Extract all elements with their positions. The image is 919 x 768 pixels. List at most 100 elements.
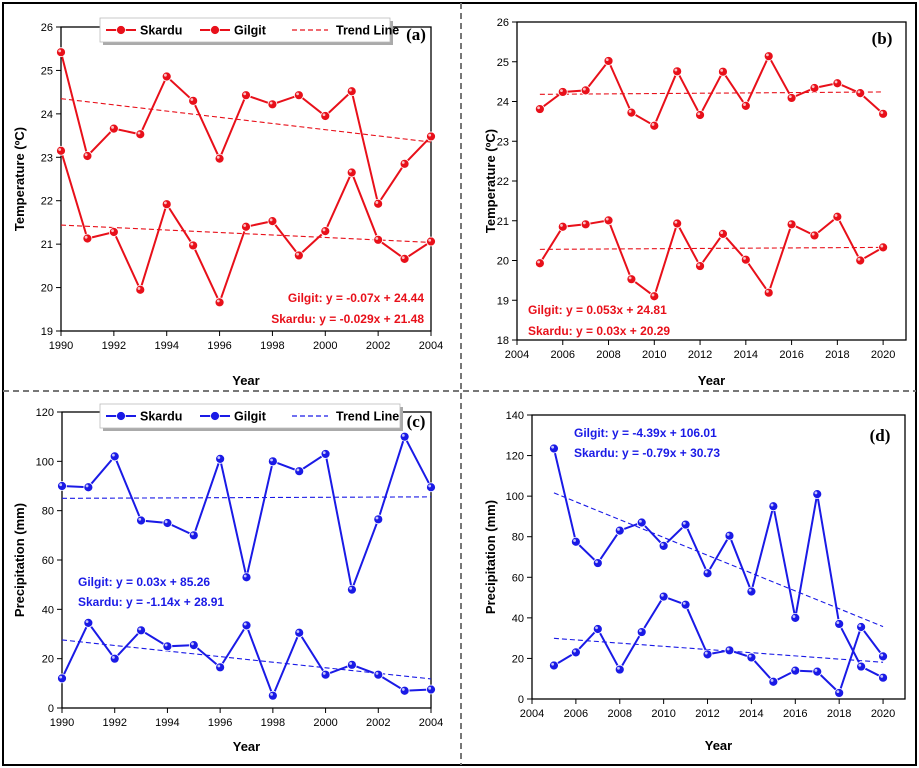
data-point-gilgit bbox=[856, 661, 867, 672]
y-tick-label: 60 bbox=[512, 572, 524, 584]
data-point-highlight bbox=[111, 229, 114, 233]
data-point-skardu bbox=[768, 676, 779, 687]
data-point-highlight bbox=[322, 451, 326, 455]
data-point-gilgit bbox=[267, 99, 278, 110]
x-tick-label: 1990 bbox=[49, 340, 73, 352]
data-point-highlight bbox=[322, 672, 326, 675]
x-axis-title: Year bbox=[233, 739, 260, 754]
data-point-highlight bbox=[85, 620, 89, 623]
data-point-highlight bbox=[639, 519, 642, 523]
data-point-skardu bbox=[718, 228, 728, 239]
data-point-highlight bbox=[401, 433, 405, 437]
data-point-gilgit bbox=[188, 95, 199, 106]
data-point-skardu bbox=[347, 659, 357, 670]
series-line-skardu bbox=[553, 595, 884, 695]
data-point-gilgit bbox=[718, 66, 728, 77]
y-tick-label: 23 bbox=[497, 136, 509, 148]
data-point-highlight bbox=[216, 155, 220, 159]
data-point-skardu bbox=[724, 645, 735, 656]
x-tick-label: 2006 bbox=[564, 708, 588, 720]
data-point-gilgit bbox=[241, 90, 251, 101]
data-point-skardu bbox=[346, 167, 357, 178]
data-point-skardu bbox=[603, 215, 614, 226]
data-point-highlight bbox=[190, 242, 194, 246]
trend-line bbox=[61, 639, 432, 680]
data-point-gilgit bbox=[809, 83, 820, 93]
data-point-skardu bbox=[57, 673, 67, 684]
data-point-skardu bbox=[570, 647, 581, 658]
y-tick-label: 80 bbox=[512, 532, 524, 544]
trend-line bbox=[60, 224, 432, 243]
data-point-highlight bbox=[748, 588, 752, 592]
x-tick-label: 1992 bbox=[102, 717, 126, 729]
data-point-highlight bbox=[766, 289, 769, 293]
data-point-highlight bbox=[138, 627, 142, 631]
y-tick-label: 100 bbox=[36, 456, 54, 468]
data-point-highlight bbox=[137, 287, 141, 290]
data-point-skardu bbox=[809, 230, 820, 241]
y-tick-label: 20 bbox=[41, 283, 53, 295]
data-point-gilgit bbox=[109, 451, 120, 462]
data-point-highlight bbox=[428, 484, 432, 488]
data-point-highlight bbox=[137, 131, 141, 135]
data-point-gilgit bbox=[241, 572, 252, 583]
data-point-highlight bbox=[322, 113, 326, 117]
data-point-gilgit bbox=[878, 672, 888, 683]
y-tick-label: 40 bbox=[42, 604, 54, 616]
data-point-highlight bbox=[428, 133, 432, 137]
panel-label: (c) bbox=[407, 412, 426, 431]
data-point-skardu bbox=[373, 669, 384, 680]
data-point-highlight bbox=[428, 686, 432, 690]
data-point-highlight bbox=[322, 228, 326, 232]
y-tick-label: 21 bbox=[41, 239, 53, 251]
y-axis-title: Temperature (ºC) bbox=[12, 127, 27, 231]
regression-equation: Skardu: y = -0.029x + 21.48 bbox=[271, 312, 424, 326]
y-tick-label: 19 bbox=[41, 326, 53, 338]
x-axis-title: Year bbox=[698, 373, 725, 388]
data-point-gilgit bbox=[557, 87, 568, 97]
data-point-highlight bbox=[697, 263, 701, 267]
legend-marker bbox=[210, 411, 220, 421]
data-point-gilgit bbox=[570, 536, 581, 547]
x-tick-label: 1998 bbox=[260, 340, 284, 352]
data-point-gilgit bbox=[320, 111, 331, 121]
data-point-highlight bbox=[243, 574, 247, 578]
data-point-gilgit bbox=[636, 517, 647, 528]
data-point-highlight bbox=[857, 257, 861, 261]
data-point-highlight bbox=[605, 217, 609, 221]
x-tick-label: 2016 bbox=[779, 349, 803, 361]
x-tick-label: 2012 bbox=[688, 349, 712, 361]
data-point-highlight bbox=[59, 483, 63, 487]
data-point-gilgit bbox=[680, 519, 691, 530]
data-point-highlight bbox=[651, 293, 655, 297]
data-point-highlight bbox=[401, 161, 405, 164]
data-point-highlight bbox=[858, 624, 862, 628]
y-tick-label: 26 bbox=[497, 17, 509, 29]
data-point-highlight bbox=[401, 256, 405, 260]
data-point-gilgit bbox=[672, 66, 683, 77]
legend-label: Gilgit bbox=[234, 410, 267, 424]
data-point-highlight bbox=[880, 111, 884, 114]
legend: Skardu Gilgit Trend Line bbox=[99, 403, 403, 431]
x-tick-label: 2010 bbox=[651, 708, 675, 720]
data-point-skardu bbox=[592, 624, 603, 634]
y-tick-label: 26 bbox=[41, 22, 53, 34]
y-axis-title: Precipitation (mm) bbox=[12, 503, 27, 617]
x-tick-label: 2014 bbox=[734, 349, 758, 361]
data-point-highlight bbox=[296, 630, 300, 633]
data-point-highlight bbox=[537, 260, 540, 264]
data-point-highlight bbox=[748, 654, 752, 658]
chart-panel-b: 2004 2006 2008 2010 2012 2014 2016 2018 2020 18 19… bbox=[483, 17, 907, 388]
data-point-skardu bbox=[832, 211, 843, 222]
data-point-gilgit bbox=[215, 453, 226, 464]
data-point-gilgit bbox=[603, 56, 614, 66]
legend: Skardu Gilgit Trend Line bbox=[99, 17, 399, 45]
data-point-highlight bbox=[85, 484, 89, 488]
data-point-skardu bbox=[83, 618, 94, 628]
data-point-highlight bbox=[164, 520, 168, 524]
data-point-skardu bbox=[702, 649, 713, 660]
y-tick-label: 22 bbox=[41, 196, 53, 208]
data-point-gilgit bbox=[724, 530, 735, 541]
x-tick-label: 1998 bbox=[261, 717, 285, 729]
data-point-gilgit bbox=[534, 104, 545, 114]
